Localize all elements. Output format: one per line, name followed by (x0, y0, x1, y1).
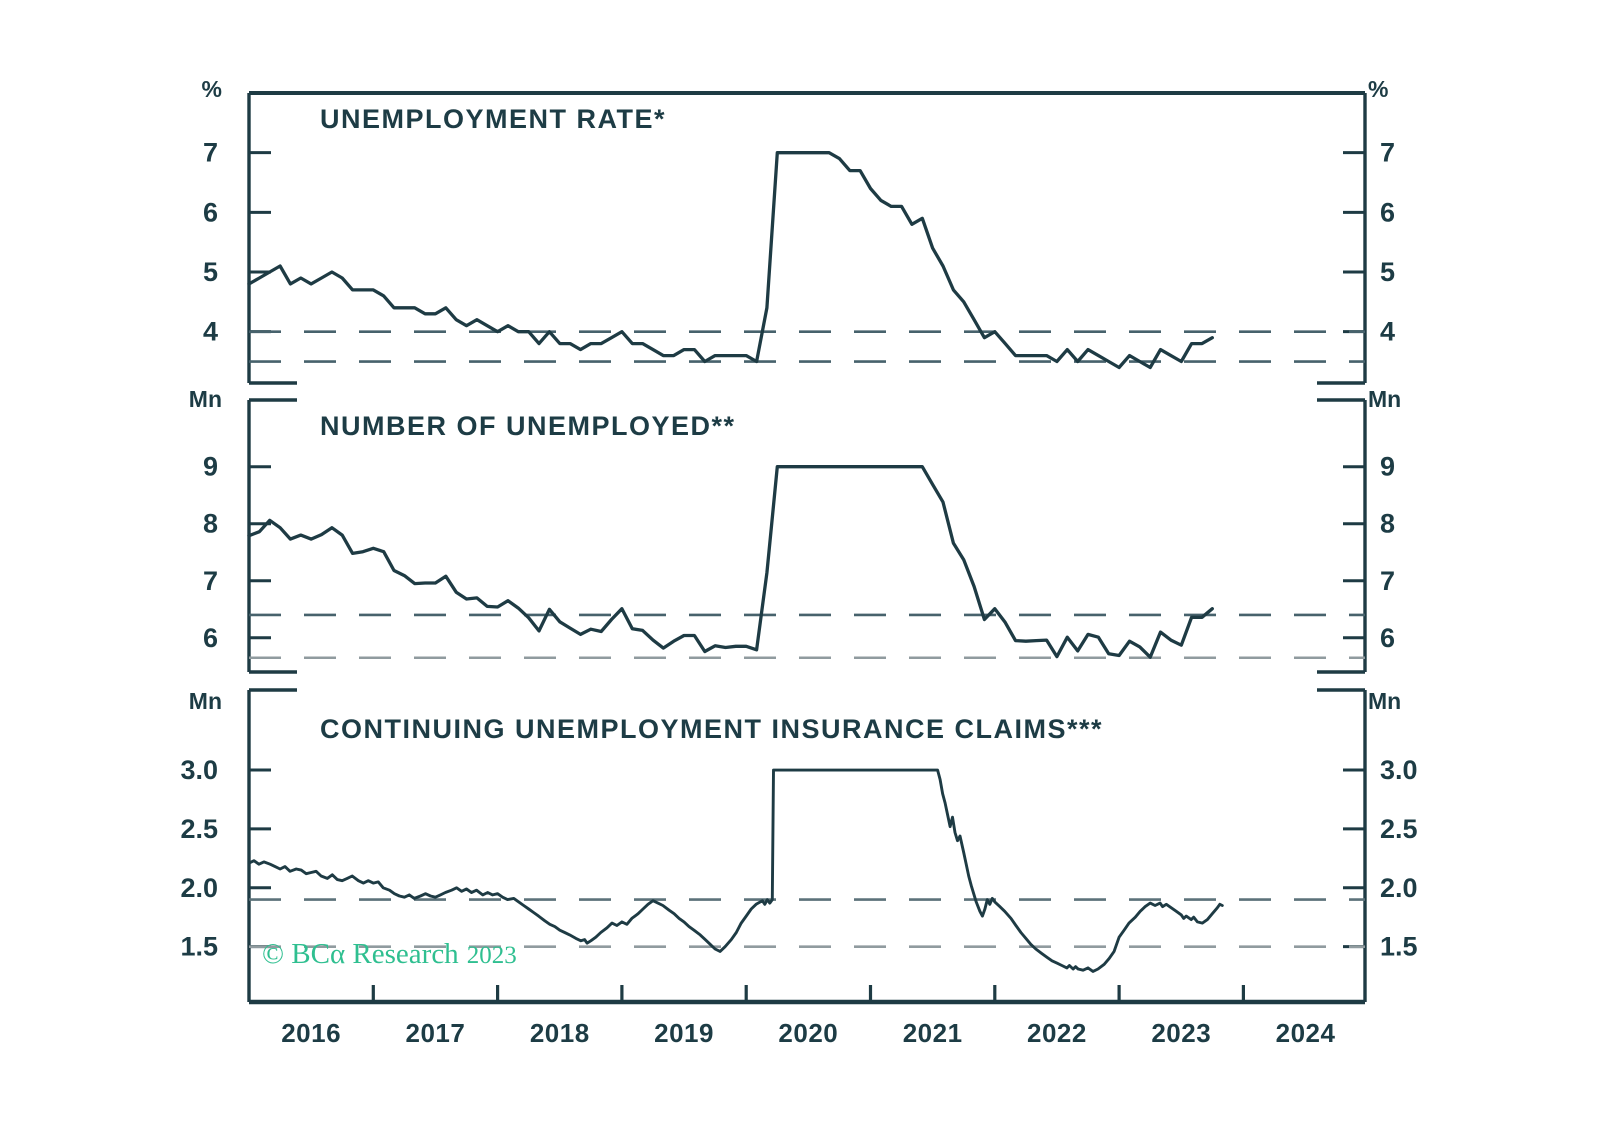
y-tick-label-right: 4 (1380, 317, 1395, 347)
x-tick-label-2023: 2023 (1151, 1018, 1211, 1048)
y-tick-label-left: 7 (203, 138, 218, 168)
y-tick-label-right: 5 (1380, 257, 1395, 287)
x-tick-label-2019: 2019 (654, 1018, 714, 1048)
x-tick-label-2020: 2020 (778, 1018, 838, 1048)
y-tick-label-left: 2.0 (180, 873, 218, 903)
copyright-notice: © BCα Research 2023 (262, 938, 517, 970)
panel-title-unemployment-rate: UNEMPLOYMENT RATE* (320, 104, 666, 134)
dashed-reference-lines (249, 330, 1365, 948)
unit-label-mn-right-bottom: Mn (1368, 688, 1401, 714)
y-tick-label-right: 1.5 (1380, 932, 1418, 962)
y-tick-label-left: 1.5 (180, 932, 218, 962)
unit-label-percent-right: % (1368, 76, 1388, 102)
y-tick-label-left: 5 (203, 257, 218, 287)
copyright-year: 2023 (467, 942, 517, 969)
tick-labels: 4 4 5 5 6 6 7 7 6 6 7 7 8 8 9 9 1.5 1.5 2.0 2.0 2.5 2.5 3.0 3.0… (180, 138, 1417, 1048)
y-tick-label-right: 6 (1380, 623, 1395, 653)
series-line-continuing-claims (247, 768, 1224, 973)
series-line-number-of-unemployed (247, 465, 1214, 659)
y-tick-label-left: 7 (203, 566, 218, 596)
y-tick-label-right: 2.0 (1380, 873, 1418, 903)
panel-title-number-of-unemployed: NUMBER OF UNEMPLOYED** (320, 411, 736, 441)
data-series-lines (247, 151, 1224, 973)
x-tick-label-2018: 2018 (530, 1018, 590, 1048)
y-tick-label-left: 4 (203, 317, 218, 347)
y-tick-label-left: 6 (203, 197, 218, 227)
y-tick-label-left: 6 (203, 623, 218, 653)
y-tick-label-left: 3.0 (180, 755, 218, 785)
y-tick-label-right: 2.5 (1380, 814, 1418, 844)
x-tick-label-2021: 2021 (903, 1018, 963, 1048)
y-tick-label-right: 3.0 (1380, 755, 1418, 785)
x-tick-label-2022: 2022 (1027, 1018, 1087, 1048)
x-tick-label-2016: 2016 (281, 1018, 341, 1048)
unit-label-mn-right-middle: Mn (1368, 386, 1401, 412)
y-tick-label-right: 7 (1380, 138, 1395, 168)
y-tick-label-left: 2.5 (180, 814, 218, 844)
y-tick-label-left: 8 (203, 509, 218, 539)
y-tick-label-right: 7 (1380, 566, 1395, 596)
unit-label-mn-left-bottom: Mn (189, 688, 222, 714)
y-tick-label-right: 9 (1380, 452, 1395, 482)
x-tick-label-2024: 2024 (1276, 1018, 1336, 1048)
y-tick-label-right: 6 (1380, 197, 1395, 227)
x-tick-label-2017: 2017 (406, 1018, 466, 1048)
y-tick-label-left: 9 (203, 452, 218, 482)
series-line-unemployment-rate (247, 151, 1214, 370)
panel-frames (247, 91, 1367, 1005)
unit-label-percent-left: % (202, 76, 222, 102)
unit-label-mn-left-middle: Mn (189, 386, 222, 412)
panel-title-continuing-claims: CONTINUING UNEMPLOYMENT INSURANCE CLAIMS… (320, 714, 1103, 744)
y-tick-label-right: 8 (1380, 509, 1395, 539)
copyright-main: © BCα Research (262, 938, 459, 970)
